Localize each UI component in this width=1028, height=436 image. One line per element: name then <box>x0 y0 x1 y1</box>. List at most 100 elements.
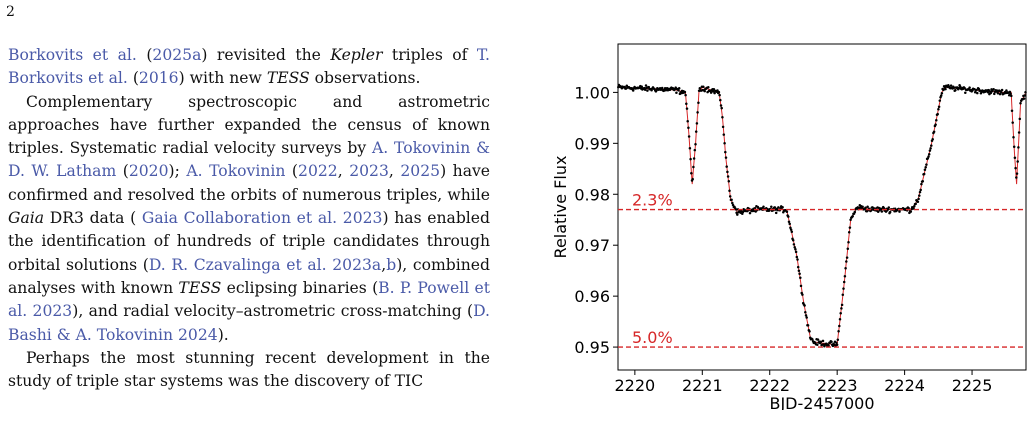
data-point <box>939 94 943 97</box>
data-points <box>617 83 1027 348</box>
data-point <box>709 91 713 94</box>
data-point <box>1024 91 1027 94</box>
data-point <box>644 84 648 87</box>
data-point <box>837 330 840 333</box>
data-point <box>687 135 691 138</box>
data-point <box>928 149 932 152</box>
data-point <box>887 206 891 209</box>
citation-link[interactable]: T. Borkovits et al. <box>8 46 490 88</box>
emphasis-text: Gaia <box>8 209 45 228</box>
citation-link[interactable]: 2023 <box>349 162 389 181</box>
data-point <box>728 189 731 192</box>
data-point <box>688 147 692 150</box>
data-point <box>935 118 938 122</box>
data-point <box>731 203 735 207</box>
data-point <box>792 243 796 246</box>
data-point <box>788 222 791 226</box>
data-point <box>725 165 728 168</box>
data-point <box>838 324 841 328</box>
y-tick-label: 0.98 <box>574 185 610 204</box>
data-point <box>720 106 723 110</box>
data-point <box>866 205 869 209</box>
data-point <box>723 142 726 145</box>
data-point <box>847 230 851 234</box>
data-point <box>925 163 928 166</box>
data-point <box>790 230 794 234</box>
data-point <box>921 180 925 183</box>
data-point <box>968 86 971 89</box>
data-point <box>647 85 651 89</box>
data-point <box>942 88 945 92</box>
data-point <box>811 338 814 341</box>
data-point <box>959 85 962 88</box>
x-tick-label: 2220 <box>615 376 656 395</box>
citation-link[interactable]: A. Tokovinin & D. W. Latham <box>8 139 490 181</box>
data-point <box>1000 88 1004 92</box>
citation-link[interactable]: 2025a <box>152 46 202 64</box>
data-point <box>691 177 694 181</box>
citation-link[interactable]: 2020 <box>128 162 169 181</box>
data-point <box>686 119 689 123</box>
data-point <box>1022 97 1026 100</box>
citation-link[interactable]: Gaia Collaboration et al. 2023 <box>141 209 383 228</box>
data-point <box>713 91 716 95</box>
data-point <box>643 88 647 92</box>
data-point <box>840 303 844 307</box>
data-point <box>694 143 697 146</box>
data-point <box>909 210 913 213</box>
data-point <box>781 205 784 209</box>
citation-link[interactable]: 2022 <box>298 162 338 181</box>
data-point <box>640 85 643 88</box>
data-point <box>794 250 798 254</box>
text-run: observations. <box>309 69 421 88</box>
data-point <box>793 246 796 249</box>
reference-line-label: 2.3% <box>632 191 673 210</box>
data-point <box>816 343 819 346</box>
data-point <box>848 226 852 229</box>
y-tick-label: 0.99 <box>574 134 610 153</box>
data-point <box>803 304 806 307</box>
citation-link[interactable]: 2016 <box>138 69 179 88</box>
citation-link[interactable]: D. R. Czavalinga et al. 2023a <box>148 255 382 274</box>
data-point <box>845 260 848 263</box>
text-run: DR3 data ( <box>44 209 142 228</box>
data-point <box>675 91 678 94</box>
data-point <box>851 215 854 218</box>
data-point <box>805 316 808 319</box>
data-point <box>677 89 680 92</box>
data-point <box>839 312 842 315</box>
data-point <box>819 340 823 343</box>
data-point <box>696 111 699 114</box>
x-tick-label: 2224 <box>884 376 925 395</box>
data-point <box>646 89 649 92</box>
data-point <box>677 87 681 90</box>
data-point <box>930 144 933 147</box>
data-point <box>770 205 773 209</box>
data-point <box>711 90 715 93</box>
citation-link[interactable]: D. Bashi & A. Tokovinin 2024 <box>8 302 490 344</box>
data-point <box>996 92 1000 95</box>
text-run: , <box>381 255 387 274</box>
data-point <box>736 213 739 216</box>
data-point <box>702 85 705 88</box>
data-point <box>721 116 724 119</box>
x-axis-label: BJD-2457000 <box>769 394 874 410</box>
data-point <box>692 165 695 169</box>
citation-link[interactable]: b <box>386 255 397 274</box>
citation-link[interactable]: 2025 <box>400 162 441 181</box>
data-point <box>797 269 801 272</box>
text-run: ) have confirmed and resolved the orbits… <box>8 162 491 204</box>
data-point <box>728 195 732 198</box>
data-point <box>907 206 910 210</box>
data-point <box>787 215 790 218</box>
citation-link[interactable]: A. Tokovinin <box>186 162 286 181</box>
citation-link[interactable]: B. P. Powell et al. 2023 <box>8 278 490 321</box>
citation-link[interactable]: Borkovits et al. <box>8 46 137 64</box>
data-point <box>690 171 693 175</box>
y-tick-label: 0.97 <box>574 236 610 255</box>
data-point <box>726 170 729 174</box>
data-point <box>861 205 864 209</box>
data-point <box>1005 89 1008 92</box>
data-point <box>804 310 807 314</box>
data-point <box>938 99 942 102</box>
